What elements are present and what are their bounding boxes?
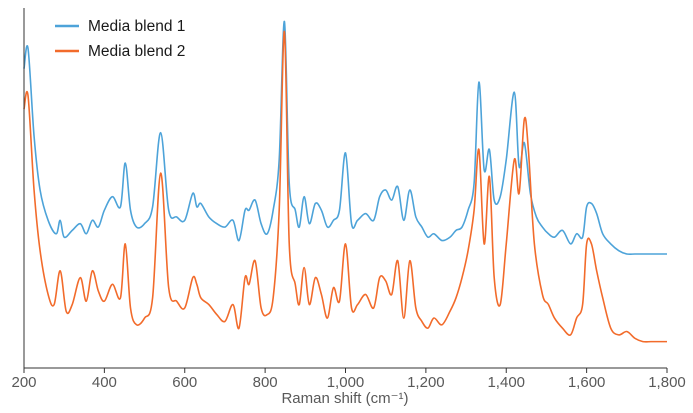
series-lines — [23, 20, 667, 343]
x-tick-label: 200 — [11, 374, 36, 391]
legend-label-series-2: Media blend 2 — [88, 43, 185, 60]
x-axis-title: Raman shift (cm⁻¹) — [281, 390, 408, 407]
x-tick-label: 1,200 — [407, 374, 445, 391]
x-tick-label: 1,800 — [648, 374, 686, 391]
legend: Media blend 1 Media blend 2 — [55, 18, 185, 60]
x-tick-label: 400 — [92, 374, 117, 391]
x-tick-label: 600 — [172, 374, 197, 391]
x-tick-label: 1,600 — [568, 374, 606, 391]
series-line-2 — [23, 30, 667, 343]
x-axis-ticks: 200 400 600 800 1,000 1,200 1,400 1,600 1,800 — [11, 368, 686, 391]
series-line-1 — [23, 20, 667, 256]
x-tick-label: 1,000 — [327, 374, 365, 391]
x-tick-label: 1,400 — [487, 374, 525, 391]
legend-label-series-1: Media blend 1 — [88, 18, 185, 35]
x-tick-label: 800 — [253, 374, 278, 391]
